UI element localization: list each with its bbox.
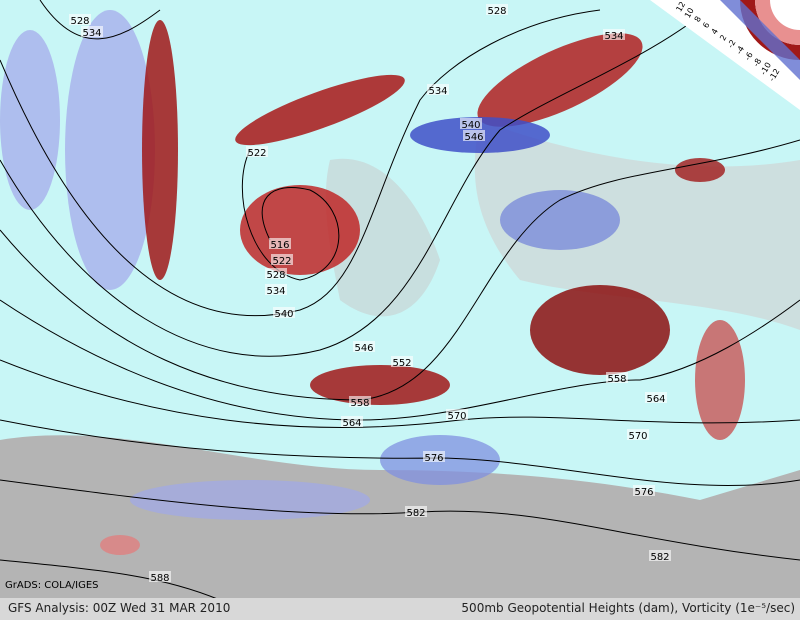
legend-label: 8	[693, 15, 703, 24]
footer-left: GFS Analysis: 00Z Wed 31 MAR 2010	[8, 601, 230, 615]
contour-label-bg	[246, 146, 268, 157]
legend-label: 10	[683, 6, 696, 19]
contour-label-bg	[460, 118, 482, 129]
contour-label: 534	[428, 86, 447, 97]
contour-label-bg	[603, 29, 625, 40]
contour-label-bg	[149, 571, 171, 582]
contour-label: 564	[342, 418, 361, 429]
credit: GrADS: COLA/IGES	[5, 580, 99, 591]
contour-label: 540	[461, 120, 480, 131]
contour-label-bg	[353, 341, 375, 352]
contour-label: 522	[272, 256, 291, 267]
footer-bar	[0, 598, 800, 620]
contour-label-bg	[627, 429, 649, 440]
contour-label: 528	[266, 270, 285, 281]
legend-label: 12	[674, 0, 687, 13]
contour-label: 564	[646, 394, 665, 405]
contour-label-bg	[423, 451, 445, 462]
contour-label-bg	[81, 26, 103, 37]
legend-label: 4	[710, 27, 720, 36]
legend-label: -2	[726, 38, 738, 49]
contour-label: 576	[634, 487, 653, 498]
contour-label: 528	[70, 16, 89, 27]
contour-label-bg	[349, 396, 371, 407]
contour-label: 534	[604, 31, 623, 42]
contour-label: 546	[354, 343, 373, 354]
contour-label-bg	[427, 84, 449, 95]
contour-label-bg	[645, 392, 667, 403]
legend-wedge	[650, 0, 800, 110]
contour-label: 582	[406, 508, 425, 519]
contour-label: 582	[650, 552, 669, 563]
legend-label: 2	[718, 33, 728, 42]
contour-label-bg	[391, 356, 413, 367]
contour-label: 576	[424, 453, 443, 464]
contour-label: 570	[447, 411, 466, 422]
contour-label-bg	[463, 130, 485, 141]
contour-label: 528	[487, 6, 506, 17]
contour-label: 570	[628, 431, 647, 442]
footer-right: 500mb Geopotential Heights (dam), Vortic…	[461, 601, 795, 615]
contour-label: 522	[247, 148, 266, 159]
legend-label: -8	[751, 57, 763, 68]
contour-label-bg	[486, 4, 508, 15]
contour-label-bg	[606, 372, 628, 383]
contour-label-bg	[265, 268, 287, 279]
contour-label: 534	[82, 28, 101, 39]
contour-label-bg	[69, 14, 91, 25]
contour-label-bg	[446, 409, 468, 420]
contour-label: 552	[392, 358, 411, 369]
legend-label: 6	[701, 21, 711, 30]
contour-label-bg	[649, 550, 671, 561]
contour-label-bg	[633, 485, 655, 496]
legend-label: -4	[734, 44, 746, 55]
contour-label-bg	[273, 307, 295, 318]
contour-label: 534	[266, 286, 285, 297]
legend-label: -6	[743, 51, 755, 62]
contour-label-bg	[271, 254, 293, 265]
contour-label: 588	[150, 573, 169, 584]
contour-label: 516	[270, 240, 289, 251]
contour-label: 558	[607, 374, 626, 385]
contour-label-bg	[269, 238, 291, 249]
contour-label-bg	[265, 284, 287, 295]
contour-label-bg	[405, 506, 427, 517]
contour-label: 558	[350, 398, 369, 409]
contour-label-bg	[341, 416, 363, 427]
contour-label: 546	[464, 132, 483, 143]
contour-label: 540	[274, 309, 293, 320]
